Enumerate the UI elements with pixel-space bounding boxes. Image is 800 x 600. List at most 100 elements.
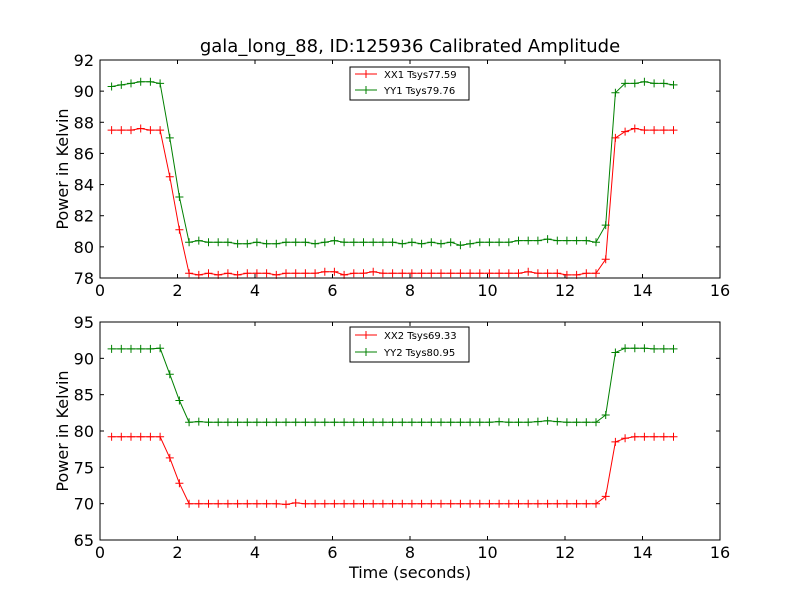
top-data-point-yy1 (427, 238, 436, 247)
bottom-data-point-xx2 (185, 499, 194, 508)
bottom-data-point-xx2 (456, 499, 465, 508)
bottom-data-point-xx2 (659, 432, 668, 441)
bottom-data-point-xx2 (252, 499, 261, 508)
top-y-tick-label: 90 (74, 82, 94, 101)
bottom-data-point-yy2 (475, 418, 484, 427)
bottom-data-point-xx2 (214, 499, 223, 508)
bottom-data-point-yy2 (659, 344, 668, 353)
bottom-data-point-xx2 (156, 432, 165, 441)
top-data-point-xx1 (378, 269, 387, 278)
bottom-data-point-yy2 (359, 418, 368, 427)
top-data-point-xx1 (504, 269, 513, 278)
top-x-tick-label: 0 (95, 281, 105, 300)
top-data-point-yy1 (204, 238, 213, 247)
bottom-data-point-yy2 (204, 418, 213, 427)
top-y-tick-label: 84 (74, 176, 94, 195)
bottom-data-point-yy2 (378, 418, 387, 427)
top-data-point-xx1 (175, 225, 184, 234)
top-data-point-xx1 (282, 269, 290, 278)
top-data-point-xx1 (301, 269, 310, 278)
top-data-point-yy1 (262, 239, 271, 248)
bottom-x-tick-label: 10 (477, 543, 497, 562)
bottom-data-point-yy2 (437, 418, 445, 427)
top-x-tick-label: 2 (172, 281, 182, 300)
bottom-data-point-xx2 (136, 432, 145, 441)
top-y-axis-label: Power in Kelvin (53, 108, 72, 229)
top-data-point-yy1 (553, 236, 562, 245)
top-data-point-yy1 (611, 88, 620, 97)
top-data-point-xx1 (330, 267, 339, 276)
bottom-data-point-xx2 (553, 499, 562, 508)
bottom-data-point-xx2 (514, 499, 523, 508)
top-data-point-yy1 (223, 238, 232, 247)
bottom-legend-label-yy2: YY2 Tsys80.95 (383, 348, 455, 359)
top-data-point-yy1 (330, 236, 339, 245)
top-data-point-xx1 (601, 255, 610, 264)
bottom-data-point-xx2 (524, 499, 533, 508)
top-data-point-yy1 (301, 238, 310, 247)
top-data-point-yy1 (107, 82, 116, 91)
bottom-data-point-yy2 (233, 418, 242, 427)
bottom-subplot: Power in Kelvin Time (seconds) 0 2 4 6 8 10 12… (53, 313, 730, 582)
bottom-data-point-xx2 (146, 432, 155, 441)
bottom-y-tick-label: 90 (74, 349, 94, 368)
top-data-point-yy1 (446, 238, 455, 247)
top-data-point-xx1 (320, 267, 329, 276)
bottom-data-point-yy2 (669, 344, 678, 353)
bottom-data-point-xx2 (572, 499, 581, 508)
bottom-x-tick-label: 6 (327, 543, 337, 562)
top-data-point-yy1 (572, 236, 581, 245)
top-data-point-yy1 (359, 238, 368, 247)
bottom-data-point-yy2 (621, 344, 630, 353)
top-data-point-xx1 (204, 269, 213, 278)
bottom-data-point-xx2 (650, 432, 659, 441)
top-data-point-xx1 (185, 269, 194, 278)
bottom-data-point-yy2 (243, 418, 252, 427)
bottom-data-point-yy2 (156, 344, 165, 353)
top-data-point-yy1 (165, 133, 174, 142)
top-data-point-yy1 (417, 239, 426, 248)
top-data-point-yy1 (466, 239, 475, 248)
top-data-point-xx1 (127, 126, 135, 135)
bottom-y-tick-label: 95 (74, 313, 94, 332)
top-legend-label-xx1: XX1 Tsys77.59 (384, 70, 457, 81)
bottom-data-point-yy2 (592, 418, 600, 427)
bottom-data-point-xx2 (601, 492, 610, 501)
bottom-data-point-yy2 (369, 418, 378, 427)
top-data-point-xx1 (524, 267, 533, 276)
top-data-point-yy1 (194, 236, 203, 245)
bottom-data-point-xx2 (504, 499, 513, 508)
top-data-point-xx1 (388, 269, 397, 278)
top-data-point-yy1 (437, 239, 445, 248)
bottom-data-point-xx2 (107, 432, 116, 441)
top-data-point-xx1 (311, 269, 320, 278)
bottom-data-point-xx2 (466, 499, 475, 508)
top-legend-marker-yy1 (362, 86, 370, 94)
top-data-point-xx1 (291, 269, 300, 278)
bottom-data-point-xx2 (175, 479, 184, 488)
bottom-data-point-xx2 (330, 499, 339, 508)
top-data-point-yy1 (369, 238, 378, 247)
top-y-tick-label: 86 (74, 144, 94, 163)
top-data-point-xx1 (165, 172, 174, 181)
bottom-legend: XX2 Tsys69.33 YY2 Tsys80.95 (349, 326, 470, 363)
bottom-data-point-yy2 (340, 418, 349, 427)
bottom-data-point-yy2 (504, 418, 513, 427)
bottom-data-point-yy2 (330, 418, 339, 427)
bottom-data-point-xx2 (407, 499, 416, 508)
top-data-point-yy1 (562, 236, 571, 245)
top-x-tick-label: 4 (250, 281, 260, 300)
top-legend-marker-xx1 (362, 70, 370, 78)
top-x-tick-label: 8 (405, 281, 415, 300)
bottom-plot-frame (99, 321, 721, 541)
bottom-x-tick-label: 4 (250, 543, 260, 562)
top-data-point-yy1 (650, 79, 659, 88)
top-data-point-yy1 (311, 239, 320, 248)
top-data-point-xx1 (650, 126, 659, 135)
top-data-point-yy1 (127, 79, 135, 88)
top-data-point-yy1 (252, 238, 261, 247)
bottom-data-point-yy2 (223, 418, 232, 427)
bottom-data-point-xx2 (369, 499, 378, 508)
top-data-point-xx1 (543, 269, 552, 278)
bottom-data-point-xx2 (378, 499, 387, 508)
